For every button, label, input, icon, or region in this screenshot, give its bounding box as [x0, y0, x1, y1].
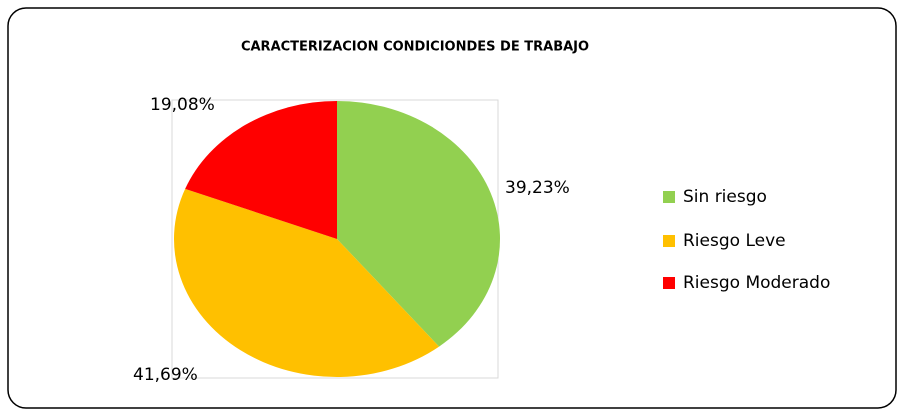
pie-slice	[337, 101, 501, 347]
legend-label: Riesgo Moderado	[683, 273, 830, 293]
data-label: 41,69%	[133, 365, 198, 385]
chart-title: CARACTERIZACION CONDICIONDES DE TRABAJO	[241, 40, 589, 55]
data-label: 19,08%	[150, 95, 215, 115]
legend-label: Riesgo Leve	[683, 231, 786, 251]
legend-swatch	[663, 191, 675, 203]
data-label: 39,23%	[505, 178, 570, 198]
pie-slice	[185, 101, 337, 239]
pie-slice	[173, 188, 440, 377]
legend-swatch	[663, 235, 675, 247]
legend-swatch	[663, 277, 675, 289]
legend-label: Sin riesgo	[683, 187, 767, 207]
